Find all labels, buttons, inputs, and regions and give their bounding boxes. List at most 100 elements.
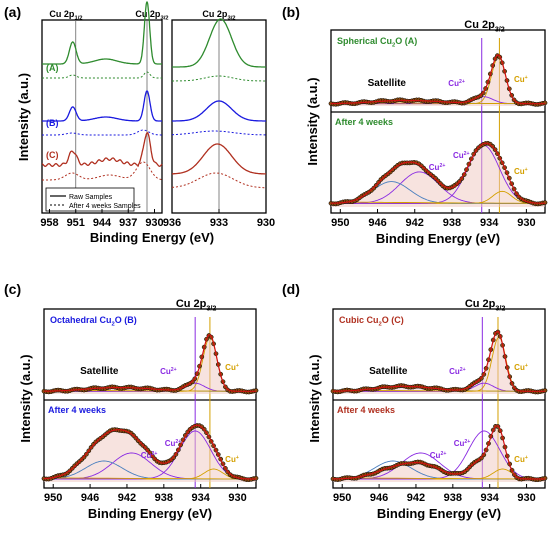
panel-a-left-raw-B xyxy=(42,90,162,122)
panel-c-tick-label: 946 xyxy=(81,492,99,504)
panel-a-right-aged-C xyxy=(171,172,266,189)
panel-a-legend-aged-label: After 4 weeks Samples xyxy=(69,203,141,210)
panel-a-xlabel: Binding Energy (eV) xyxy=(90,230,214,245)
panel-a-series-label: (C) xyxy=(46,150,59,160)
panel-c-envelope xyxy=(44,424,256,480)
panel-a-left-raw-A xyxy=(42,0,162,65)
panel-b-tick-label: 942 xyxy=(406,217,424,229)
panel-b-tick-label: 930 xyxy=(517,217,535,229)
panel-c-envelope xyxy=(44,334,256,392)
panel-d-cu2-label: Cu2+ xyxy=(449,367,466,376)
panel-d-frame xyxy=(332,308,546,489)
panel-a-right-peak-label: Cu 2p3/2 xyxy=(202,9,236,22)
panel-d-bottom-title: After 4 weeks xyxy=(337,405,395,415)
panel-a-right-tick-label: 933 xyxy=(210,217,228,229)
panel-b-envelope xyxy=(330,142,545,204)
panel-c-peak-label: Cu 2p3/2 xyxy=(176,298,217,312)
panel-a-left-aged-A xyxy=(42,71,162,79)
panel-a-right-raw-A xyxy=(172,18,266,68)
panel-b-data-point xyxy=(542,200,548,205)
panel-c-tick-label: 950 xyxy=(44,492,62,504)
panel-a-left-raw-C xyxy=(41,131,163,168)
panel-a-right-tick-label: 936 xyxy=(163,217,181,229)
panel-label-a: (a) xyxy=(4,4,21,20)
panel-d-data-point xyxy=(542,388,548,393)
panel-b-cu2-label-b2: Cu2+ xyxy=(429,163,446,172)
panel-c-cu1-label: Cu+ xyxy=(225,363,239,372)
panel-a-legend-raw-label: Raw Samples xyxy=(69,194,113,201)
panel-c-cu2-label: Cu2+ xyxy=(160,367,177,376)
panel-b-cu1-label: Cu+ xyxy=(514,75,528,84)
panel-c-cu1-label-b: Cu+ xyxy=(225,455,239,464)
panel-label-b: (b) xyxy=(282,4,300,20)
panel-c-bottom-title: After 4 weeks xyxy=(48,405,106,415)
panel-a-series-label: (A) xyxy=(46,63,59,73)
panel-d-baseline xyxy=(332,477,546,480)
panel-b-tick-label: 934 xyxy=(480,217,499,229)
panel-a-left-tick-label: 951 xyxy=(67,217,85,229)
panel-d-data-point xyxy=(542,475,548,481)
panel-b-cu2-label-b1: Cu2+ xyxy=(453,151,470,160)
panel-c-cu2-label-b2: Cu2+ xyxy=(141,451,158,460)
panel-d-ylabel: Intensity (a.u.) xyxy=(307,354,322,442)
panel-b-peak-label: Cu 2p3/2 xyxy=(464,19,505,33)
panel-b-top-title: Spherical Cu2O (A) xyxy=(337,36,417,49)
panel-b-data-point xyxy=(542,100,548,106)
panel-a-left-aged-B xyxy=(42,129,162,136)
panel-a-right-tick-label: 930 xyxy=(257,217,275,229)
panel-b-fill xyxy=(331,143,545,207)
panel-d-cu1-label: Cu+ xyxy=(514,363,528,372)
panel-a-series-label: (B) xyxy=(46,118,59,128)
panel-label-d: (d) xyxy=(282,281,300,297)
panel-b-cu1-label-b: Cu+ xyxy=(514,167,528,176)
panel-c-tick-label: 938 xyxy=(155,492,173,504)
panel-a-left-frame xyxy=(41,19,163,214)
panel-d-tick-label: 946 xyxy=(370,492,388,504)
panel-a-right-raw-C xyxy=(172,143,266,175)
panel-b-frame xyxy=(330,29,546,214)
panel-c-frame xyxy=(43,308,257,489)
panel-d-envelope xyxy=(333,330,545,392)
panel-a-left-tick-label: 944 xyxy=(93,217,112,229)
panel-a-legend-box xyxy=(45,187,135,212)
panel-c-tick-label: 934 xyxy=(192,492,211,504)
panel-b-xlabel: Binding Energy (eV) xyxy=(376,231,500,246)
panel-d-top-title: Cubic Cu2O (C) xyxy=(339,315,404,328)
panel-a-left-tick-label: 937 xyxy=(119,217,137,229)
panel-b-tick-label: 946 xyxy=(368,217,386,229)
panel-d-cu2-label-b2: Cu2+ xyxy=(430,451,447,460)
panel-c-data-point xyxy=(253,475,259,481)
panel-c-ylabel: Intensity (a.u.) xyxy=(18,354,33,442)
panel-b-tick-label: 938 xyxy=(443,217,461,229)
panel-d-tick-label: 942 xyxy=(407,492,425,504)
panel-c-baseline xyxy=(43,477,257,480)
panel-b-envelope xyxy=(331,54,545,105)
panel-d-fill xyxy=(333,425,545,482)
panel-c-top-title: Octahedral Cu2O (B) xyxy=(50,315,137,328)
panel-a-left-tick-label: 958 xyxy=(40,217,58,229)
panel-c-xlabel: Binding Energy (eV) xyxy=(88,506,212,521)
panel-c-cu2-label-b1: Cu2+ xyxy=(165,439,182,448)
panel-b-tick-label: 950 xyxy=(331,217,349,229)
panel-a-left-aged-C xyxy=(42,161,163,181)
panel-d-tick-label: 950 xyxy=(333,492,351,504)
panel-a-peak-label-2p12: Cu 2p1/2 xyxy=(49,9,83,22)
panel-b-fill xyxy=(331,55,545,106)
panel-d-tick-label: 930 xyxy=(517,492,535,504)
panel-a-left-tick-label: 930 xyxy=(145,217,163,229)
panel-d-cu2-label-b1: Cu2+ xyxy=(454,439,471,448)
panel-a-ylabel: Intensity (a.u.) xyxy=(16,73,31,161)
panel-d-tick-label: 938 xyxy=(444,492,462,504)
panel-c-tick-label: 942 xyxy=(118,492,136,504)
panel-c-data-point xyxy=(253,388,259,393)
panel-b-baseline xyxy=(330,201,545,204)
panel-d-satellite-label: Satellite xyxy=(369,366,408,377)
panel-label-c: (c) xyxy=(4,281,21,297)
panel-a-right-raw-B xyxy=(172,100,266,122)
panel-c-tick-label: 930 xyxy=(228,492,246,504)
panel-b-satellite-label: Satellite xyxy=(368,78,407,89)
panel-b-cu2-label: Cu2+ xyxy=(448,79,465,88)
panel-b-bottom-title: After 4 weeks xyxy=(335,117,393,127)
